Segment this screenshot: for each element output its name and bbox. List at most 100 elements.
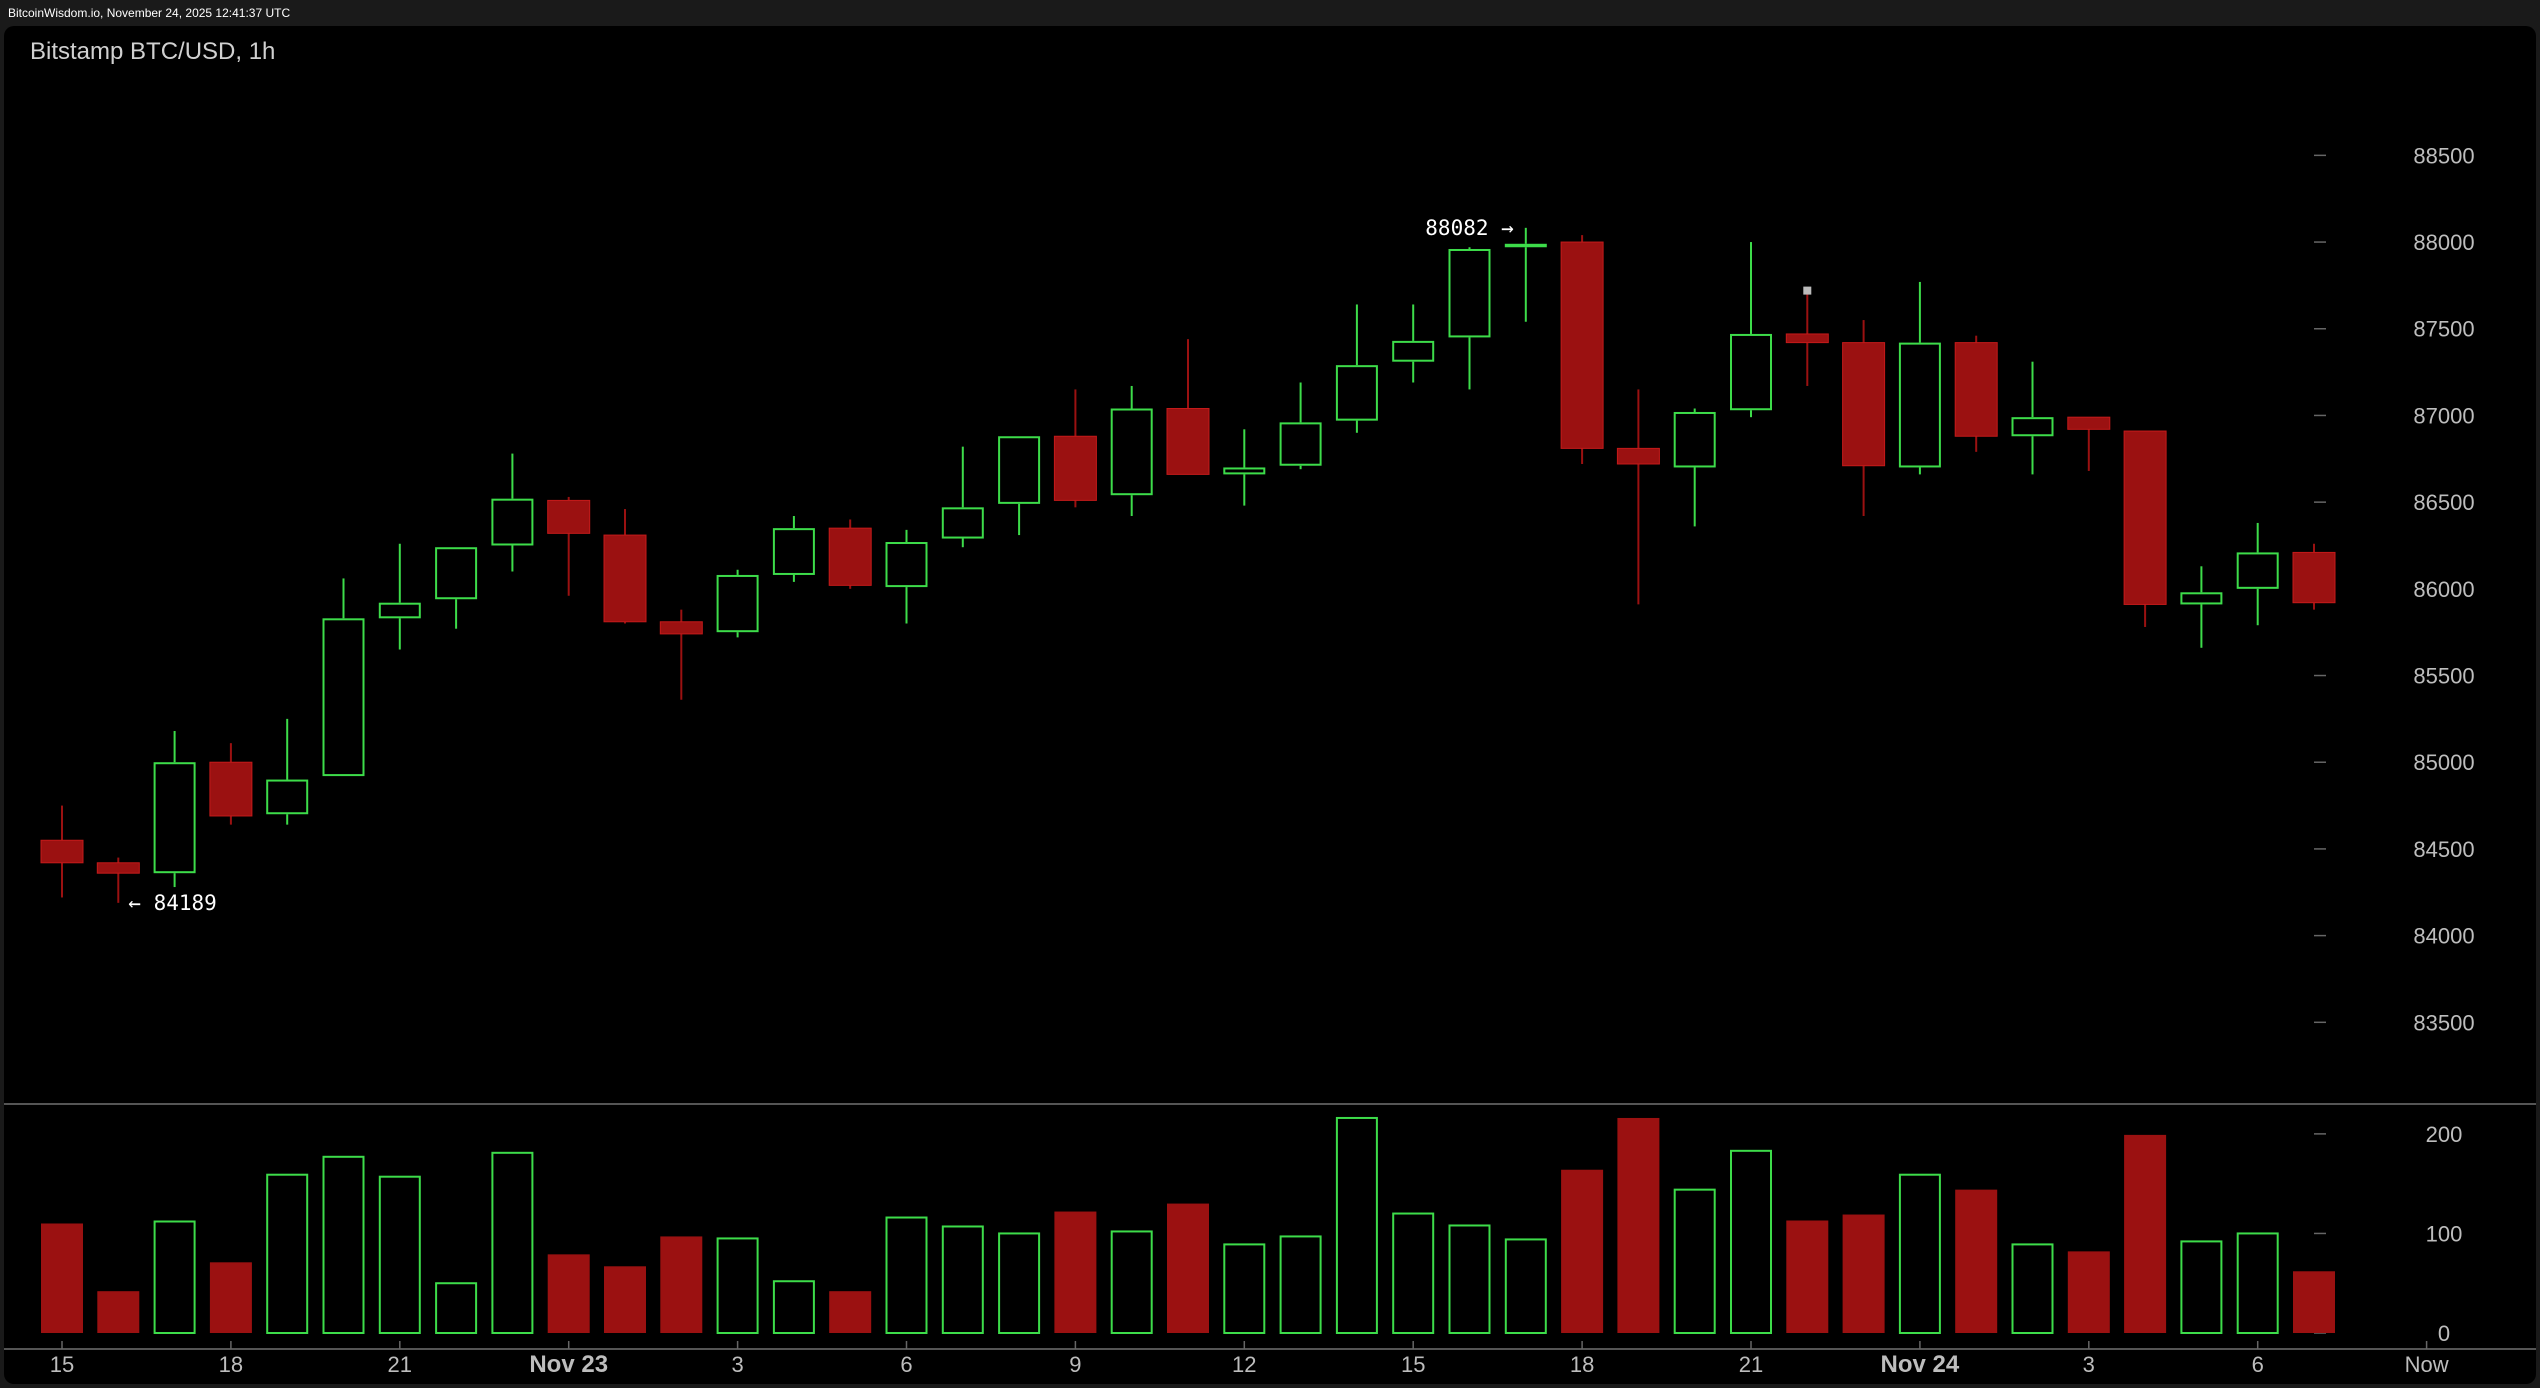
volume-tick-label: 0 bbox=[2438, 1321, 2450, 1346]
volume-bar bbox=[491, 1151, 534, 1334]
volume-bar bbox=[1279, 1235, 1322, 1334]
candle-body bbox=[2236, 552, 2279, 589]
candle-body bbox=[772, 528, 815, 575]
volume-bar bbox=[97, 1291, 140, 1333]
candle-body bbox=[885, 542, 928, 588]
time-tick-label: 3 bbox=[731, 1352, 743, 1377]
volume-bar bbox=[2124, 1134, 2167, 1333]
volume-bar bbox=[2236, 1232, 2279, 1334]
volume-bar bbox=[941, 1225, 984, 1334]
volume-bar bbox=[547, 1254, 590, 1333]
volume-bar bbox=[1110, 1230, 1153, 1334]
time-axis: 15 18 21 Nov 23 3 6 9 12 15 18 21 Nov 24 3 6 Now bbox=[50, 1341, 2449, 1378]
candle-body bbox=[1616, 447, 1660, 465]
volume-bar bbox=[1054, 1211, 1097, 1333]
price-tick-label: 85000 bbox=[2413, 750, 2474, 775]
candle-body bbox=[941, 507, 984, 539]
volume-axis: 0 100 200 bbox=[2314, 1122, 2462, 1346]
time-tick-label: 21 bbox=[388, 1352, 412, 1377]
price-tick-label: 88000 bbox=[2413, 230, 2474, 255]
candle-body bbox=[1560, 241, 1604, 449]
volume-bar bbox=[153, 1220, 196, 1334]
candle-body bbox=[1223, 467, 1266, 475]
volume-bar bbox=[435, 1282, 478, 1335]
candle-body bbox=[1166, 408, 1210, 475]
volume-bar bbox=[772, 1280, 815, 1335]
time-tick-label: 21 bbox=[1739, 1352, 1763, 1377]
candle-body bbox=[2123, 430, 2167, 605]
candle-body bbox=[1279, 422, 1322, 466]
volume-bar bbox=[716, 1237, 759, 1334]
time-tick-label: 15 bbox=[1401, 1352, 1425, 1377]
candles bbox=[40, 227, 2336, 903]
time-tick-label: 9 bbox=[1069, 1352, 1081, 1377]
candle-body bbox=[40, 839, 84, 864]
time-tick-label: 12 bbox=[1232, 1352, 1256, 1377]
candle-body bbox=[2067, 416, 2111, 430]
price-tick-label: 84000 bbox=[2413, 924, 2474, 949]
candle-body bbox=[153, 762, 196, 874]
price-tick-label: 88500 bbox=[2413, 143, 2474, 168]
volume-bar bbox=[1786, 1220, 1829, 1333]
volume-bar bbox=[378, 1175, 421, 1335]
candlestick-chart[interactable]: 83500 84000 84500 85000 85500 86000 86500 87000… bbox=[4, 26, 2536, 1384]
price-tick-label: 84500 bbox=[2413, 837, 2474, 862]
volume-bar bbox=[885, 1216, 928, 1335]
price-tick-label: 87500 bbox=[2413, 317, 2474, 342]
candle-body bbox=[322, 618, 365, 777]
candle-body bbox=[1053, 435, 1097, 501]
volume-bar bbox=[829, 1291, 872, 1333]
candle-body bbox=[378, 602, 421, 619]
chart-frame: 83500 84000 84500 85000 85500 86000 86500 87000… bbox=[4, 26, 2536, 1384]
candle-body bbox=[828, 527, 872, 586]
volume-bar bbox=[322, 1155, 365, 1335]
candle-body bbox=[1898, 342, 1941, 468]
annotations: 88082 → ← 84189 bbox=[128, 216, 1812, 915]
time-tick-label: 6 bbox=[900, 1352, 912, 1377]
volume-bar bbox=[2067, 1251, 2110, 1333]
volume-bar bbox=[2293, 1271, 2335, 1333]
price-tick-label: 85500 bbox=[2413, 664, 2474, 689]
panel-dividers bbox=[4, 1103, 2536, 1350]
candle-body bbox=[1448, 248, 1491, 338]
volume-bar bbox=[1673, 1188, 1716, 1334]
candle-body bbox=[1842, 342, 1886, 467]
candle-body bbox=[1110, 408, 1153, 496]
volume-bar bbox=[41, 1223, 83, 1333]
chart-title: Bitstamp BTC/USD, 1h bbox=[30, 38, 276, 65]
candle-body bbox=[1392, 340, 1435, 362]
candle-body bbox=[1954, 342, 1998, 437]
time-tick-label: Nov 24 bbox=[1881, 1351, 1960, 1378]
volume-tick-label: 200 bbox=[2426, 1122, 2463, 1147]
candle-body bbox=[491, 498, 534, 546]
price-axis: 83500 84000 84500 85000 85500 86000 86500 87000… bbox=[2314, 143, 2475, 1035]
candle-body bbox=[2180, 592, 2223, 605]
volume-bar bbox=[1730, 1149, 1772, 1334]
volume-bar bbox=[1955, 1189, 1998, 1333]
header-text: BitcoinWisdom.io, November 24, 2025 12:4… bbox=[8, 6, 291, 20]
candle-body bbox=[1673, 411, 1716, 468]
volume-bar bbox=[1167, 1203, 1209, 1333]
volume-bar bbox=[2011, 1243, 2054, 1335]
price-tick-label: 86000 bbox=[2413, 577, 2474, 602]
candle-body bbox=[96, 862, 140, 874]
volume-bar bbox=[1617, 1117, 1660, 1333]
volume-bar bbox=[998, 1232, 1041, 1334]
volume-bar bbox=[660, 1236, 703, 1333]
header-bar: BitcoinWisdom.io, November 24, 2025 12:4… bbox=[0, 0, 2540, 26]
time-tick-label: 18 bbox=[219, 1352, 243, 1377]
candle-body bbox=[266, 779, 309, 815]
candle-body bbox=[603, 534, 647, 623]
volume-bar bbox=[266, 1173, 309, 1334]
candle-body bbox=[435, 547, 478, 600]
chart-marker bbox=[1803, 286, 1812, 295]
candle-body bbox=[716, 574, 759, 633]
volume-bar bbox=[1504, 1238, 1547, 1335]
price-tick-label: 83500 bbox=[2413, 1010, 2474, 1035]
time-tick-label: 6 bbox=[2252, 1352, 2264, 1377]
candle-body bbox=[2011, 417, 2054, 437]
price-tick-label: 86500 bbox=[2413, 490, 2474, 515]
price-tick-label: 87000 bbox=[2413, 403, 2474, 428]
candle-body bbox=[1335, 365, 1378, 421]
candle-body bbox=[209, 761, 253, 817]
